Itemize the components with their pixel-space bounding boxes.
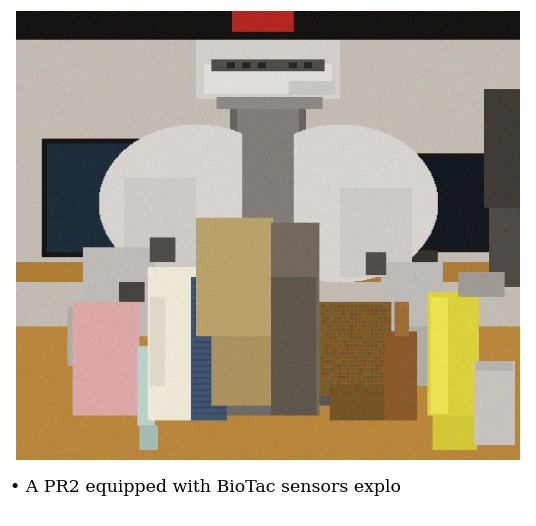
Text: • A PR2 equipped with BioTac sensors explo: • A PR2 equipped with BioTac sensors exp…	[10, 479, 400, 495]
